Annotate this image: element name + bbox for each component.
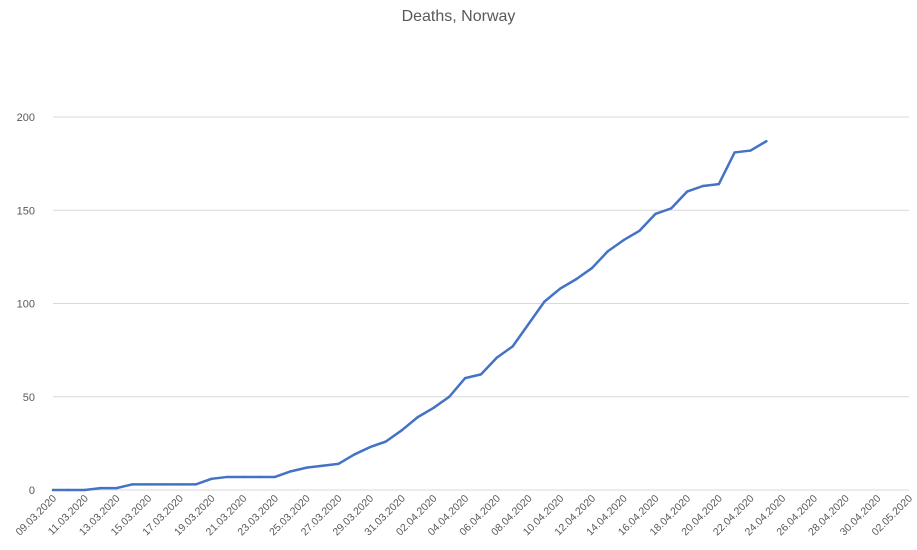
data-point xyxy=(559,287,562,290)
data-point xyxy=(131,483,134,486)
data-point xyxy=(99,486,102,490)
data-point xyxy=(432,406,435,410)
data-point xyxy=(448,395,451,398)
data-point xyxy=(162,483,166,486)
data-point xyxy=(194,483,197,486)
data-point xyxy=(463,376,467,380)
data-point xyxy=(67,488,71,492)
data-point xyxy=(146,483,150,486)
data-point xyxy=(733,151,736,154)
data-point xyxy=(511,345,514,348)
series-line-0 xyxy=(51,140,768,492)
data-point xyxy=(638,229,641,232)
data-point xyxy=(400,429,403,432)
data-point xyxy=(670,207,673,210)
data-point xyxy=(226,475,229,479)
y-tick-label: 100 xyxy=(17,299,35,311)
data-point xyxy=(685,190,689,193)
y-tick-label: 150 xyxy=(17,205,35,217)
data-point xyxy=(51,488,55,492)
data-point xyxy=(590,266,594,270)
chart-title: Deaths, Norway xyxy=(401,8,516,25)
data-point xyxy=(368,445,372,449)
data-point xyxy=(606,250,610,253)
data-point xyxy=(210,477,213,481)
data-point xyxy=(384,440,388,443)
data-point xyxy=(479,373,483,376)
data-point xyxy=(701,184,705,188)
data-point xyxy=(622,238,625,242)
y-tick-label: 50 xyxy=(23,392,35,404)
data-point xyxy=(242,475,245,479)
data-point xyxy=(352,453,356,456)
data-point xyxy=(527,322,530,326)
y-axis-ticks: 0 50 100 150 200 xyxy=(17,112,35,497)
data-point xyxy=(115,486,118,490)
data-point xyxy=(83,488,86,492)
gridlines xyxy=(53,116,909,491)
data-point xyxy=(273,475,277,479)
data-point xyxy=(765,140,768,143)
data-point xyxy=(543,300,546,303)
data-point xyxy=(289,470,292,473)
data-point xyxy=(717,182,720,186)
data-point xyxy=(654,212,657,216)
series-layer xyxy=(51,140,768,492)
x-axis-ticks: 09.03.202011.03.202013.03.202015.03.2020… xyxy=(13,493,915,539)
data-point xyxy=(495,356,499,359)
y-tick-label: 200 xyxy=(17,112,35,124)
data-point xyxy=(337,462,340,466)
y-tick-label: 0 xyxy=(29,485,35,497)
data-point xyxy=(257,475,261,479)
data-point xyxy=(321,464,324,467)
data-point xyxy=(749,149,752,152)
data-point xyxy=(574,278,578,281)
data-point xyxy=(178,483,182,486)
data-point xyxy=(305,466,308,469)
data-point xyxy=(416,416,419,419)
